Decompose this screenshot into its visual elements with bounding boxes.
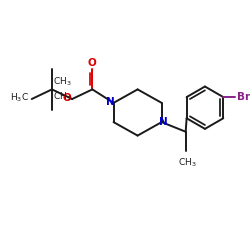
Text: N: N — [106, 97, 115, 107]
Text: O: O — [88, 58, 97, 68]
Text: CH$_3$: CH$_3$ — [53, 90, 72, 103]
Text: H$_3$C: H$_3$C — [10, 92, 29, 104]
Text: CH$_3$: CH$_3$ — [53, 76, 72, 88]
Text: N: N — [159, 117, 168, 127]
Text: Br: Br — [237, 92, 250, 102]
Text: O: O — [62, 93, 71, 103]
Text: CH$_3$: CH$_3$ — [178, 157, 197, 169]
